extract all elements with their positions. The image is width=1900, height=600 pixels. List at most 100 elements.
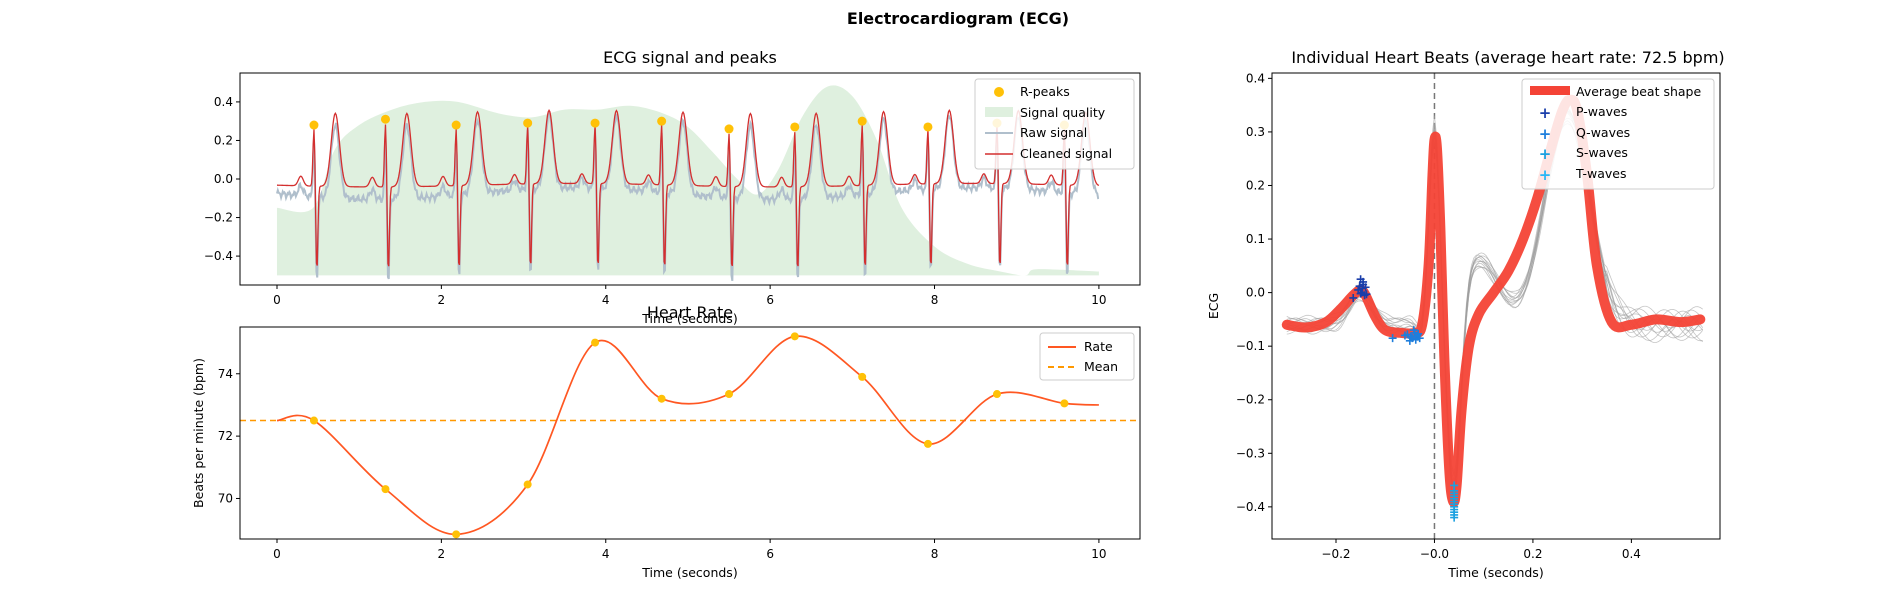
beats-panel: Individual Heart Beats (average heart ra… [1206,48,1725,580]
raw-signal-line [276,110,1100,282]
ytick-label: 0.0 [1246,286,1265,300]
r-peak-marker [657,116,667,126]
xtick-label: 4 [602,547,610,561]
beats-yticks: −0.4 −0.3 −0.2 −0.1 0.0 0.1 0.2 0.3 0.4 [1236,71,1272,514]
ecg-legend-box [974,78,1135,170]
xtick-label: 4 [602,293,610,307]
cleaned-signal-line [276,108,1100,267]
r-peak-marker [309,120,319,130]
rate-legend: Rate Mean [1039,332,1135,381]
ytick-label: 72 [218,429,233,443]
ytick-label: 0.0 [214,172,233,186]
rate-marker [725,390,734,399]
legend-cleaned-signal-label: Cleaned signal [1020,146,1112,161]
q-wave-marker [1409,326,1418,335]
ytick-label: −0.4 [1236,500,1265,514]
q-wave-marker [1411,335,1420,344]
r-peak-marker [857,116,867,126]
rate-panel-title: Heart Rate [647,303,733,322]
rate-marker [1060,399,1069,408]
xtick-label: 0 [273,293,281,307]
xtick-label: 2 [438,547,446,561]
legend-t-waves-marker: + [1539,166,1552,184]
legend-q-waves-label: Q-waves [1576,125,1630,140]
rate-marker [858,372,867,381]
ytick-label: −0.2 [1236,393,1265,407]
ytick-label: −0.2 [204,211,233,225]
r-peak-marker [724,124,734,134]
xtick-label: −0.0 [1420,547,1449,561]
xtick-label: 10 [1091,547,1106,561]
r-peak-marker [790,122,800,132]
rate-marker [790,332,799,341]
ecg-cleaned-signal-layer [276,108,1100,267]
rate-panel: Heart Rate 0 2 4 6 8 10 70 72 74 Time (seconds)… [191,303,1141,580]
ecg-panel: ECG signal and peaks 0 2 4 6 8 10 −0.4 −0.2 0.0… [204,48,1141,326]
beats-markers-layer [1349,275,1459,522]
beats-ylabel: ECG [1206,293,1221,319]
legend-s-waves-label: S-waves [1576,145,1628,160]
xtick-label: 8 [931,293,939,307]
r-peak-marker [523,118,533,128]
rate-plot-area [240,332,1140,539]
legend-p-waves-marker: + [1539,104,1552,122]
s-wave-marker [1450,489,1459,498]
ytick-label: 0.2 [214,133,233,147]
rate-marker [657,394,666,403]
legend-s-waves-marker: + [1539,145,1552,163]
ytick-label: 70 [218,491,233,505]
beats-legend: Average beat shape + P-waves + Q-waves +… [1521,78,1715,190]
legend-average-beat-label: Average beat shape [1576,84,1701,99]
legend-signal-quality-label: Signal quality [1020,105,1106,120]
rate-axes-frame [239,326,1141,540]
ytick-label: −0.4 [204,249,233,263]
rate-legend-box [1039,332,1135,381]
rate-marker [381,485,390,494]
ytick-label: 0.1 [1246,232,1265,246]
ecg-panel-title: ECG signal and peaks [603,48,777,67]
ecg-yticks: −0.4 −0.2 0.0 0.2 0.4 [204,95,240,263]
ytick-label: −0.1 [1236,339,1265,353]
s-wave-marker [1450,513,1459,522]
rate-marker [523,480,532,489]
individual-beat-line [1286,110,1704,498]
xtick-label: 0.4 [1622,547,1641,561]
p-wave-marker [1362,290,1371,299]
xtick-label: 6 [766,293,774,307]
rate-marker [452,530,461,539]
ytick-label: 0.4 [1246,71,1265,85]
legend-signal-quality-swatch [985,107,1013,117]
legend-raw-signal-label: Raw signal [1020,125,1087,140]
legend-t-waves-label: T-waves [1575,166,1626,181]
ytick-label: 74 [218,367,233,381]
rate-xticks: 0 2 4 6 8 10 [273,539,1107,561]
legend-r-peaks-label: R-peaks [1020,84,1070,99]
rate-marker [591,338,600,347]
q-wave-marker [1414,329,1423,338]
rate-markers-layer [309,332,1069,539]
xtick-label: 8 [931,547,939,561]
legend-r-peaks-marker [994,87,1004,97]
q-wave-marker [1405,336,1414,345]
rate-marker [309,416,318,425]
beats-xticks: −0.2 −0.0 0.2 0.4 [1321,539,1641,561]
rate-line [276,335,1099,536]
xtick-label: 0 [273,547,281,561]
r-peak-marker [590,118,600,128]
beats-panel-title: Individual Heart Beats (average heart ra… [1291,48,1724,67]
ecg-signal-quality-layer [276,85,1099,276]
xtick-label: 6 [766,547,774,561]
xtick-label: 0.2 [1523,547,1542,561]
rate-marker [992,390,1001,399]
legend-p-waves-label: P-waves [1576,104,1627,119]
beats-xlabel: Time (seconds) [1447,565,1543,580]
xtick-label: 2 [438,293,446,307]
q-wave-marker [1415,334,1424,343]
xtick-label: 10 [1091,293,1106,307]
legend-average-beat-swatch [1530,86,1570,95]
beats-legend-box [1521,78,1715,190]
r-peak-marker [451,120,461,130]
p-wave-marker [1349,293,1358,302]
legend-mean-label: Mean [1084,359,1118,374]
